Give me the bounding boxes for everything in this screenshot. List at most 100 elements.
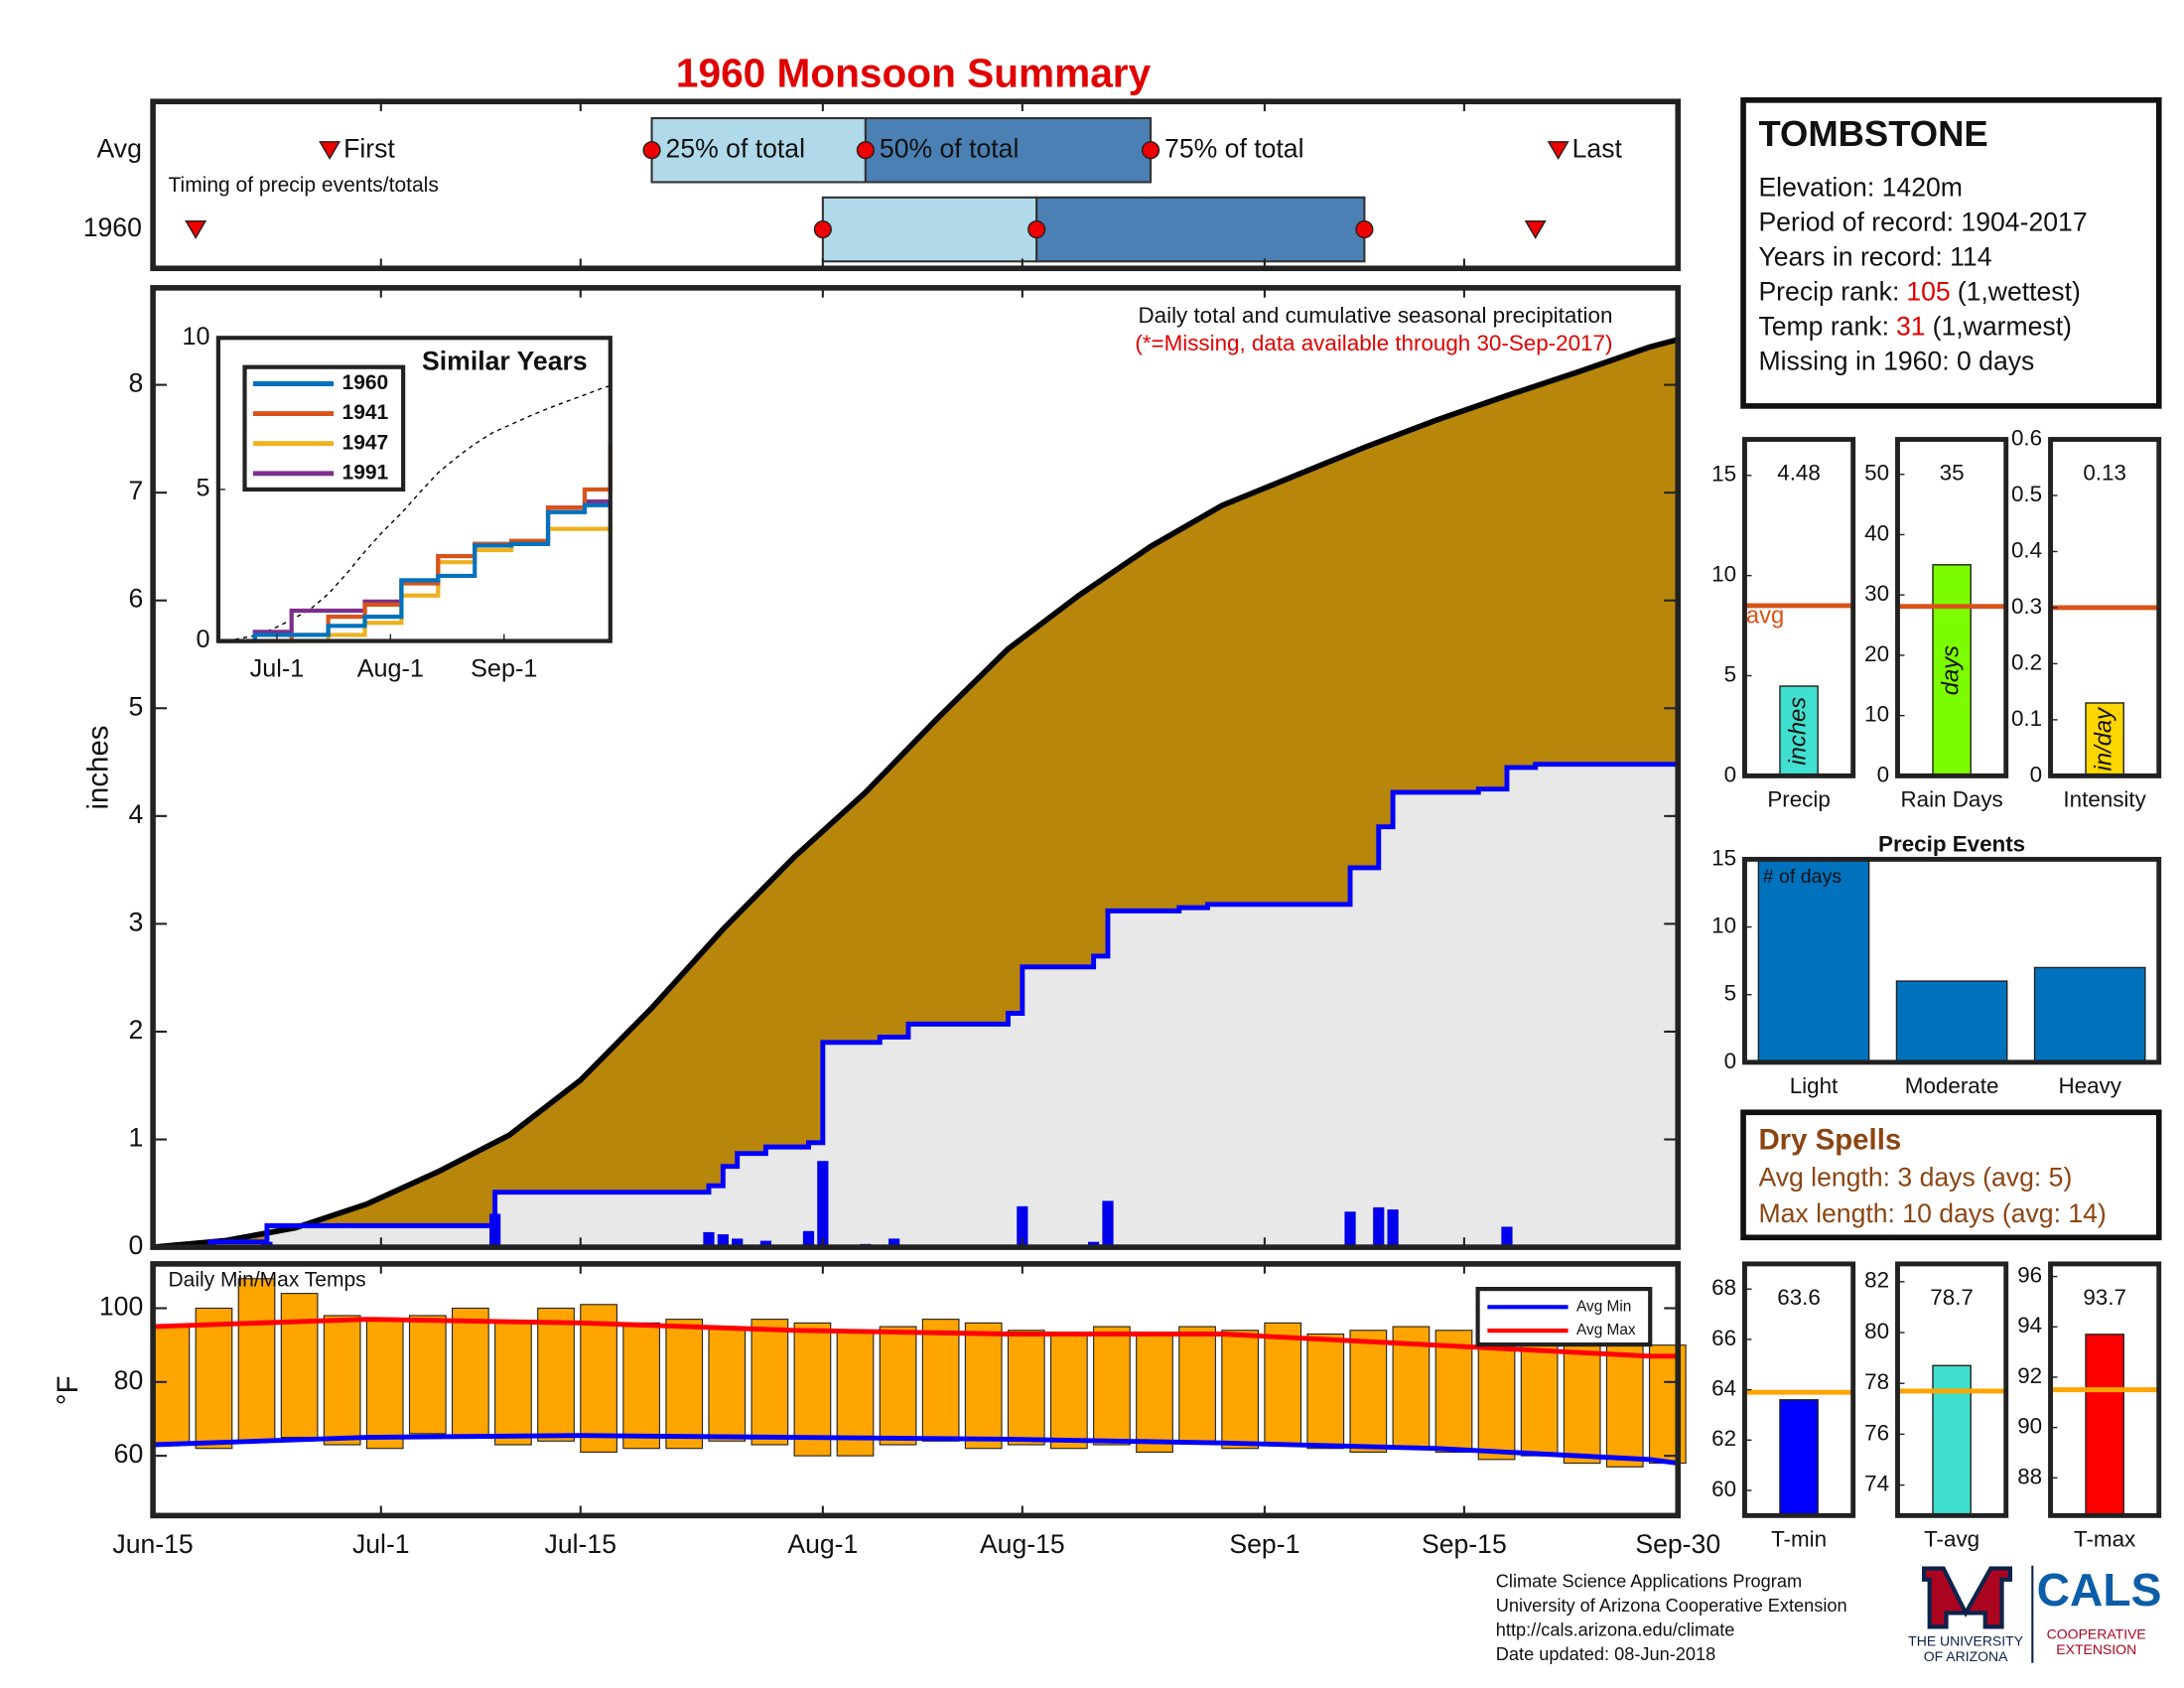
main-frame	[150, 285, 1682, 1250]
y-tick-label: 78	[1864, 1369, 1889, 1394]
temp-frame	[150, 1261, 1682, 1519]
unit-label: inches	[1784, 697, 1811, 766]
temp-bar	[1264, 1322, 1302, 1446]
inset-frame	[215, 336, 613, 643]
x-tick-label: Sep-1	[1229, 1529, 1299, 1559]
station-line: Years in record: 114	[1758, 241, 1991, 271]
temp-bar	[494, 1322, 532, 1446]
value-label: 4.48	[1777, 460, 1821, 485]
y-tick-label: 90	[2017, 1414, 2042, 1439]
legend-label: 1947	[342, 431, 389, 454]
bar-frame	[2048, 437, 2162, 778]
logo-university: THE UNIVERSITY	[1908, 1632, 2024, 1648]
rank-line: Precip rank: 105 (1,wettest)	[1758, 277, 2080, 307]
footer-line: University of Arizona Cooperative Extens…	[1496, 1596, 1847, 1616]
average-line	[217, 384, 611, 642]
panel-title: Daily total and cumulative seasonal prec…	[1138, 303, 1612, 328]
temp-bar	[622, 1322, 661, 1450]
bar-frame	[1742, 1261, 1856, 1518]
daily-bar	[802, 1230, 815, 1248]
y-tick-label: 0	[196, 626, 209, 653]
bar	[2085, 702, 2124, 777]
legend-label: Avg Min	[1576, 1298, 1631, 1315]
temp-bar	[1349, 1330, 1388, 1453]
timing-label: First	[343, 133, 395, 163]
bar	[2085, 1334, 2124, 1517]
bar	[1895, 980, 2008, 1063]
x-tick-label: Aug-15	[980, 1529, 1065, 1559]
temp-bar	[921, 1319, 960, 1442]
y-axis-label: inches	[82, 725, 115, 809]
rank-value: 105	[1906, 277, 1950, 307]
y-tick-label: 8	[128, 368, 143, 398]
logo-extension: EXTENSION	[2056, 1641, 2136, 1657]
average-temp-line	[152, 1317, 1679, 1359]
daily-bar	[703, 1231, 715, 1248]
y-axis-label: °F	[52, 1375, 84, 1405]
legend-label: Avg Max	[1576, 1322, 1636, 1338]
rank-label: Precip rank:	[1758, 277, 1899, 307]
station-line: Elevation: 1420m	[1758, 172, 1963, 202]
rank-note: (1,warmest)	[1933, 312, 2072, 342]
y-tick-label: 0.6	[2011, 425, 2042, 450]
y-tick-label: 74	[1864, 1472, 1889, 1496]
y-tick-label: 0	[1724, 1049, 1736, 1073]
value-label: 78.7	[1930, 1285, 1974, 1310]
y-tick-label: 3	[128, 907, 143, 936]
y-tick-label: 0	[1877, 762, 1889, 786]
temp-bar	[1049, 1333, 1088, 1450]
temp-bar	[1392, 1326, 1431, 1450]
event-marker	[185, 219, 207, 239]
y-tick-label: 4	[128, 799, 143, 829]
value-label: 63.6	[1777, 1285, 1821, 1310]
y-tick-label: 50	[1864, 461, 1889, 486]
y-tick-label: 0.1	[2011, 706, 2042, 731]
y-tick-label: 80	[1864, 1319, 1889, 1343]
y-tick-label: 68	[1711, 1275, 1736, 1300]
y-tick-label: 0.4	[2011, 537, 2042, 562]
daily-bar	[1387, 1209, 1399, 1248]
y-tick-label: 0	[1724, 762, 1736, 786]
panel-note: # of days	[1763, 866, 1843, 888]
temp-bar	[1306, 1333, 1345, 1450]
temp-bar	[152, 1326, 191, 1446]
daily-bar	[817, 1161, 829, 1248]
footer-line: Date updated: 08-Jun-2018	[1496, 1644, 1715, 1664]
value-label: 93.7	[2083, 1285, 2126, 1310]
temp-bar	[751, 1319, 789, 1446]
dry-spells-title: Dry Spells	[1758, 1123, 1901, 1156]
temp-bar	[665, 1319, 704, 1450]
y-tick-label: 76	[1864, 1420, 1889, 1445]
timing-label: 75% of total	[1164, 133, 1303, 163]
y-tick-label: 62	[1711, 1426, 1736, 1451]
daily-bar	[759, 1240, 772, 1248]
row-label: Avg	[97, 133, 142, 163]
bar-frame	[1895, 437, 2009, 778]
y-tick-label: 92	[2017, 1363, 2042, 1388]
average-line	[152, 337, 1679, 1250]
x-tick-label: Sep-15	[1422, 1529, 1507, 1559]
timing-note: Timing of precip events/totals	[168, 174, 438, 197]
station-box	[1740, 97, 2162, 409]
timing-label: Last	[1572, 133, 1623, 163]
dry-spells-box	[1740, 1109, 2162, 1241]
y-tick-label: 94	[2017, 1313, 2042, 1337]
legend-label: 1991	[342, 461, 389, 484]
y-tick-label: 60	[114, 1439, 144, 1469]
y-tick-label: 10	[1864, 702, 1889, 727]
x-tick-label: Aug-1	[357, 655, 424, 683]
season-line	[153, 762, 1679, 1250]
temp-bar	[793, 1322, 832, 1457]
daily-bar	[1344, 1211, 1356, 1248]
temp-bar	[1136, 1333, 1173, 1453]
temp-bar	[1221, 1330, 1259, 1450]
season-area	[153, 764, 1679, 1248]
daily-bar	[1373, 1206, 1385, 1248]
category-label: Intensity	[2063, 787, 2146, 812]
timing-label: 50% of total	[880, 133, 1019, 163]
x-tick-label: Jul-15	[545, 1529, 616, 1559]
x-tick-label: Sep-30	[1635, 1529, 1720, 1559]
x-tick-label: Sep-1	[471, 655, 537, 683]
y-tick-label: 7	[128, 476, 143, 505]
average-temp-line	[152, 1433, 1679, 1467]
